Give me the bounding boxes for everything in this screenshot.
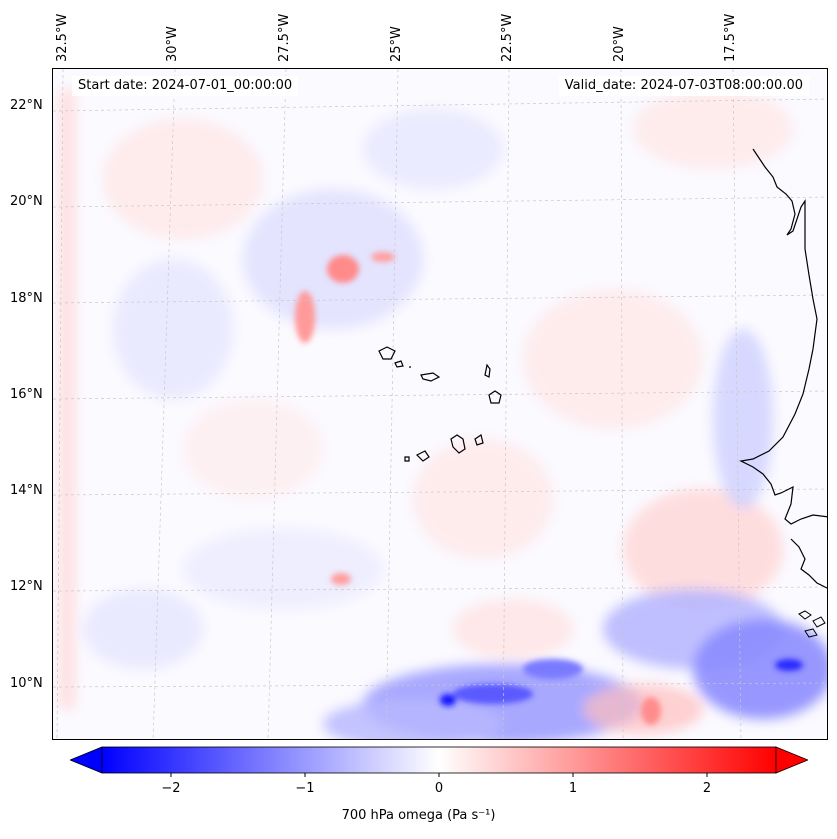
start-date-label: Start date: 2024-07-01_00:00:00: [72, 76, 299, 96]
colorbar-tick-minus-2: −2: [161, 781, 181, 796]
bijagos-islands: [798, 610, 826, 638]
colorbar-tick-marks: [170, 773, 708, 777]
lat-label-20n: 20°N: [10, 194, 43, 209]
boa-vista: [488, 390, 502, 404]
lat-label-10n: 10°N: [10, 676, 43, 691]
lon-label-30w: 30°W: [165, 26, 180, 62]
lon-label-20w: 20°W: [612, 26, 627, 62]
sal: [484, 363, 491, 378]
sao-nicolau: [420, 372, 441, 382]
colorbar: [70, 746, 808, 777]
valid-date-label: Valid_date: 2024-07-03T08:00:00.00: [558, 76, 809, 96]
lon-label-27-5w: 27.5°W: [277, 13, 292, 62]
omega-field-map: [53, 69, 827, 739]
colorbar-tick-2: 2: [702, 781, 712, 796]
santiago: [450, 434, 466, 454]
lat-label-16n: 16°N: [10, 387, 43, 402]
lon-label-32-5w: 32.5°W: [55, 13, 70, 62]
field-blobs: [59, 89, 827, 739]
colorbar-tick-0: 0: [434, 781, 444, 796]
africa-coastline: [739, 148, 827, 525]
fogo: [415, 450, 430, 462]
lon-label-25w: 25°W: [389, 26, 404, 62]
colorbar-gradient: [101, 746, 777, 774]
lon-label-17-5w: 17.5°W: [723, 13, 738, 62]
sao-vicente: [394, 360, 404, 368]
lon-label-22-5w: 22.5°W: [500, 13, 515, 62]
colorbar-max-extend: [775, 746, 808, 774]
colorbar-label: 700 hPa omega (Pa s⁻¹): [341, 808, 496, 823]
colorbar-tick-1: 1: [568, 781, 578, 796]
brava: [404, 456, 410, 462]
guinea-coastline: [790, 538, 827, 589]
colorbar-tick-minus-1: −1: [295, 781, 315, 796]
field-cores: [295, 252, 803, 725]
cape-verde-islands: [378, 346, 502, 462]
lat-label-22n: 22°N: [10, 98, 43, 113]
maio: [474, 434, 484, 446]
lat-label-14n: 14°N: [10, 483, 43, 498]
graticule: [53, 69, 827, 739]
map-panel: [52, 68, 828, 740]
lat-label-18n: 18°N: [10, 291, 43, 306]
lat-label-12n: 12°N: [10, 579, 43, 594]
colorbar-min-extend: [70, 746, 103, 774]
santo-antao: [378, 346, 396, 360]
